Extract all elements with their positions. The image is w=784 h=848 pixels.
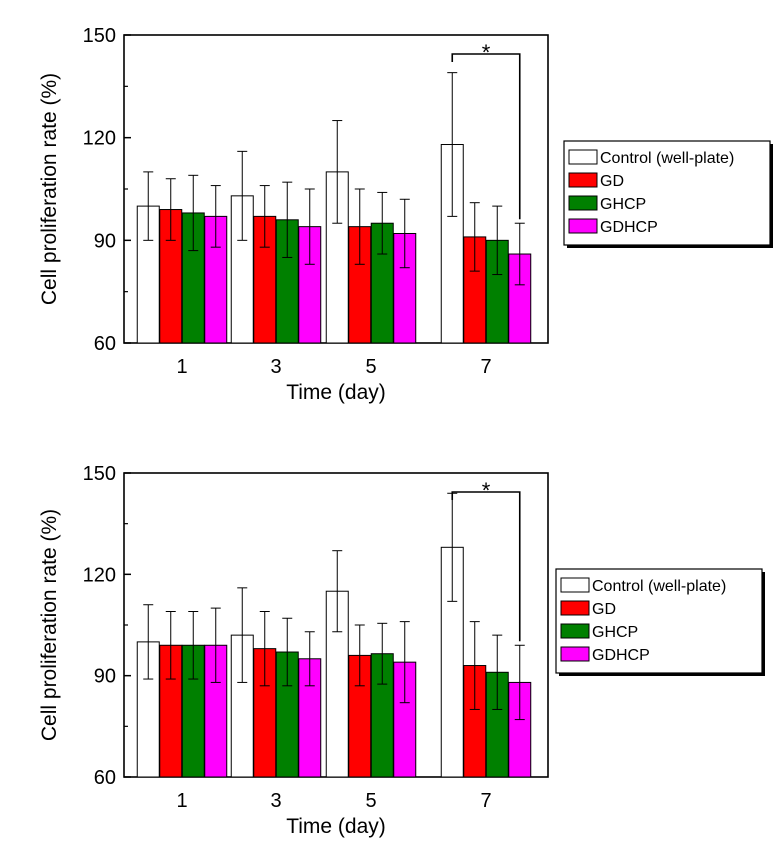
chart-1: 60 90 120 150 Cell proliferation rate (%) Tim… [38,25,773,404]
x-tick-label: 3 [270,790,281,812]
legend-swatch [560,577,590,593]
x-tick-label: 7 [480,356,491,378]
legend-swatch [568,172,598,188]
y-tick-label: 150 [83,25,116,47]
y-tick-label: 150 [83,463,116,485]
x-axis-label: Time (day) [286,381,386,404]
legend-label: GDHCP [592,647,650,664]
x-tick-label: 5 [365,790,376,812]
y-tick-label: 60 [94,333,116,355]
legend-box [555,568,763,674]
x-axis-label: Time (day) [286,815,386,838]
legend: Control (well-plate) GD GHCP GDHCP [563,140,773,248]
x-tick-label: 3 [270,356,281,378]
legend: Control (well-plate) GD GHCP GDHCP [555,568,765,676]
significance-star: * [482,40,491,65]
legend-label: GDHCP [600,219,658,236]
legend-label: GD [592,601,616,618]
legend-label: GHCP [600,196,646,213]
y-axis-label: Cell proliferation rate (%) [38,73,61,305]
y-tick-label: 90 [94,666,116,688]
legend-label: Control (well-plate) [592,578,726,595]
y-tick-label: 90 [94,230,116,252]
significance-bracket [451,53,521,220]
chart-2: 60 90 120 150 Cell proliferation rate (%) Tim… [38,463,765,838]
legend-swatch [568,195,598,211]
legend-swatch [560,623,590,639]
legend-label: GD [600,173,624,190]
y-axis-label: Cell proliferation rate (%) [38,509,61,741]
legend-box [563,140,771,246]
x-tick-label: 7 [480,790,491,812]
y-tick-label: 120 [83,128,116,150]
x-tick-label: 1 [176,356,187,378]
significance-star: * [482,478,491,503]
legend-swatch [560,646,590,662]
x-tick-label: 5 [365,356,376,378]
significance-bracket [451,491,521,642]
y-tick-label: 120 [83,564,116,586]
y-tick-label: 60 [94,767,116,789]
legend-swatch [568,218,598,234]
legend-swatch [568,149,598,165]
legend-swatch [560,600,590,616]
legend-label: Control (well-plate) [600,150,734,167]
legend-label: GHCP [592,624,638,641]
x-tick-label: 1 [176,790,187,812]
